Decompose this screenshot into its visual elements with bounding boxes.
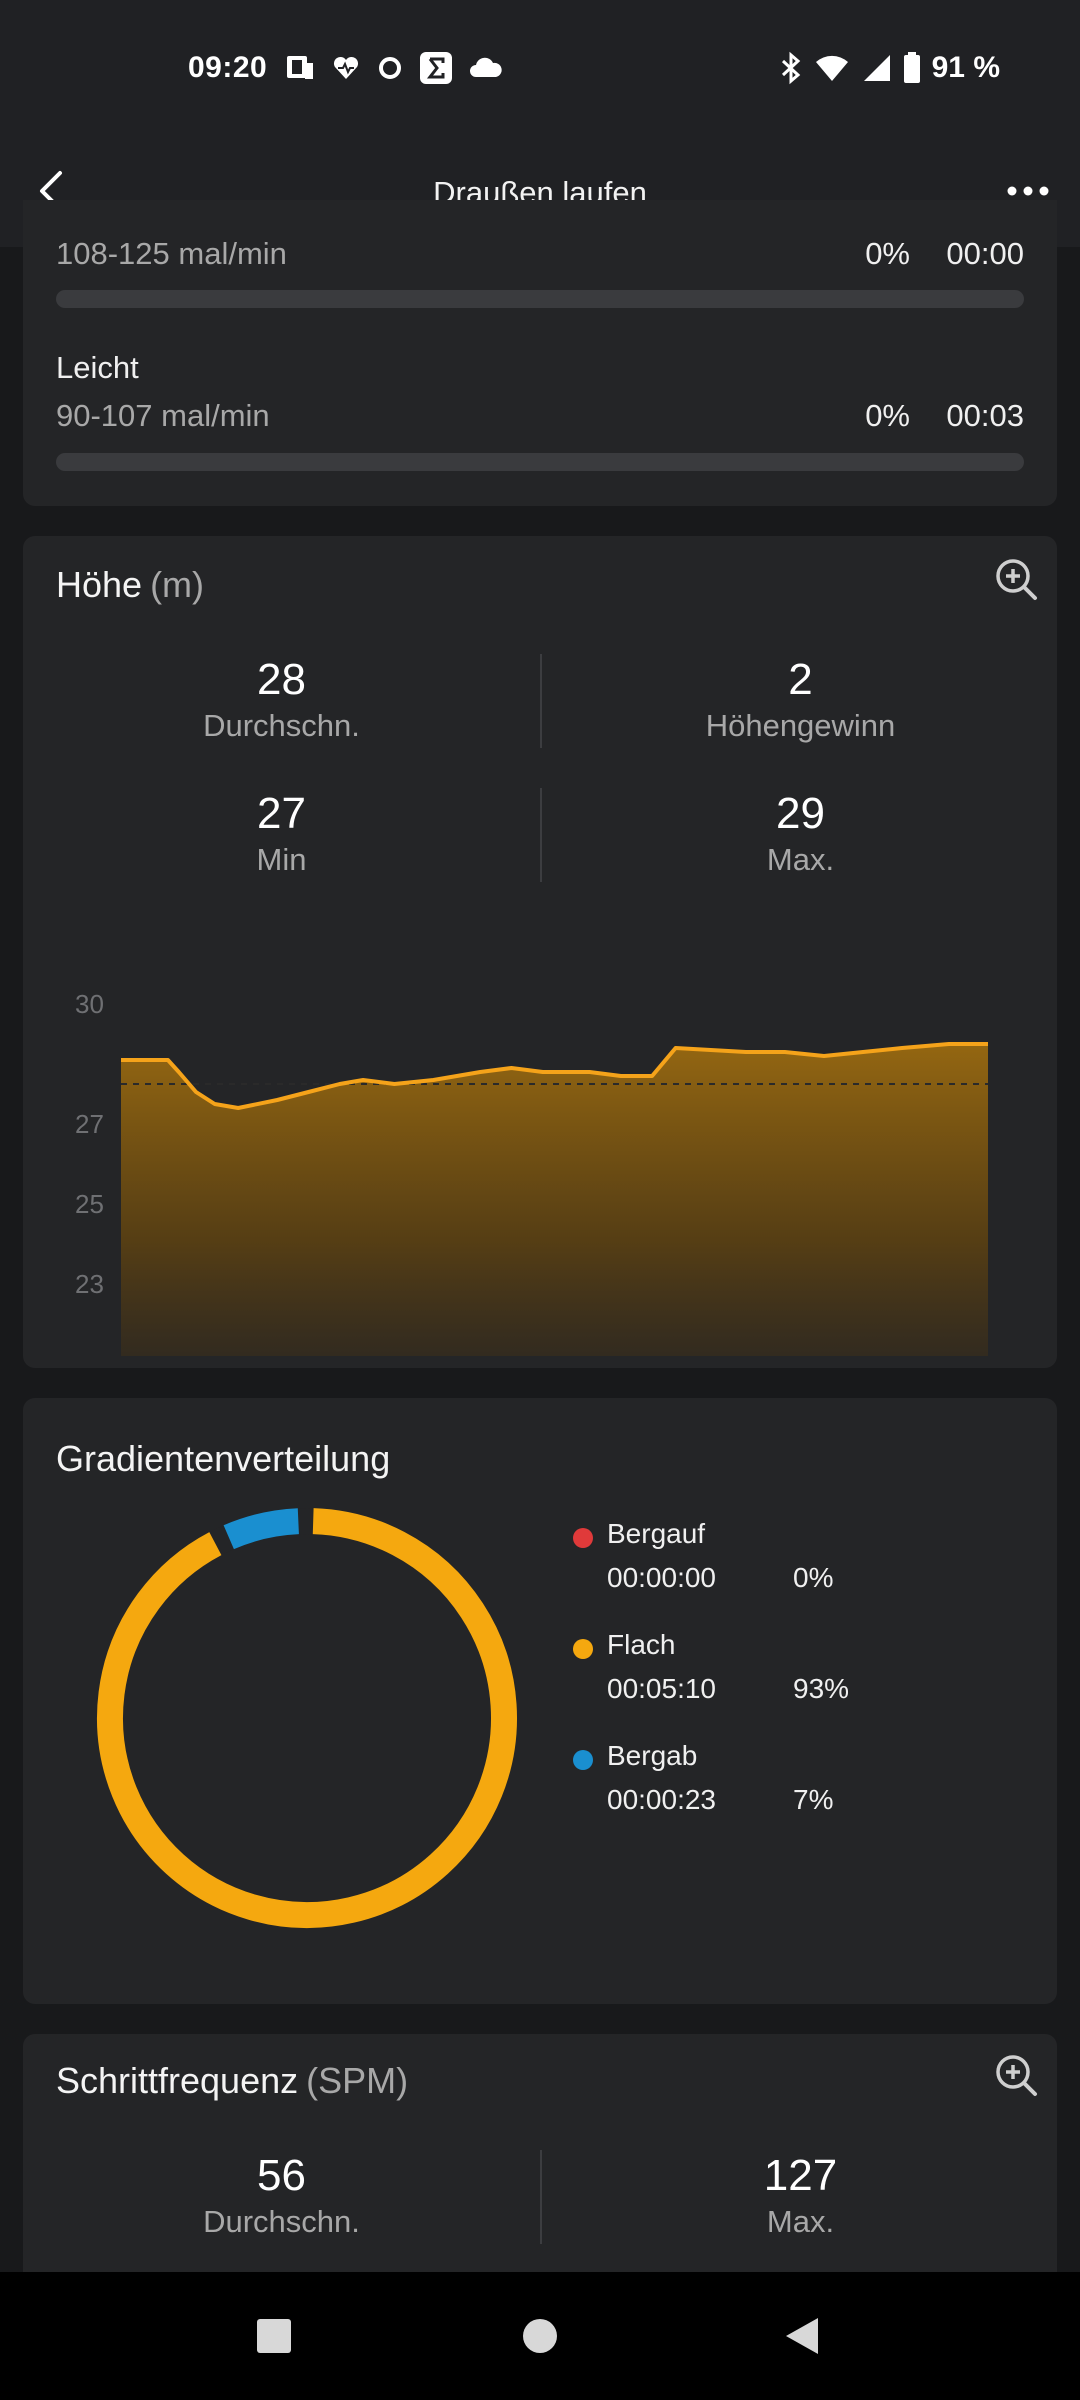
stat-label: Durchschn. xyxy=(203,2204,360,2239)
cadence-unit: (SPM) xyxy=(306,2060,409,2101)
more-horizontal-icon xyxy=(1007,186,1049,196)
y-tick-label: 30 xyxy=(75,989,104,1019)
status-bar: 09:20 91 % xyxy=(0,0,1080,135)
zone-range: 90-107 mal/min xyxy=(56,398,270,433)
bluetooth-icon xyxy=(781,51,800,85)
donut-segment-flach xyxy=(97,1508,517,1928)
y-tick-label: 25 xyxy=(75,1189,104,1219)
altitude-title-text: Höhe xyxy=(56,564,143,605)
stat-average: 56 Durchschn. xyxy=(23,2150,540,2242)
zoom-in-icon xyxy=(996,2055,1037,2096)
legend-percent: 93% xyxy=(793,1673,850,1704)
legend-dot xyxy=(573,1639,593,1659)
battery-percent: 91 % xyxy=(931,51,1000,84)
y-tick-label: 27 xyxy=(75,1109,104,1139)
stat-value: 56 xyxy=(257,2151,306,2200)
stat-divider xyxy=(540,788,542,882)
stat-label: Min xyxy=(256,842,307,877)
stat-average: 28 Durchschn. xyxy=(23,654,540,746)
altitude-zoom-button[interactable] xyxy=(993,556,1041,604)
altitude-title: Höhe (m) xyxy=(56,564,204,606)
zone-duration: 00:03 xyxy=(946,398,1024,433)
zone-label: Leicht xyxy=(56,350,139,385)
zone-percent: 0% xyxy=(865,236,910,271)
stat-max: 29 Max. xyxy=(542,788,1059,880)
zone-progress-bar xyxy=(56,290,1024,308)
status-time: 09:20 xyxy=(188,51,268,84)
sigma-icon xyxy=(420,52,453,84)
cadence-card: Schrittfrequenz (SPM) 56 Durchschn. 127 M… xyxy=(23,2034,1057,2294)
cadence-title: Schrittfrequenz (SPM) xyxy=(56,2060,408,2102)
altitude-line xyxy=(121,1042,988,1110)
cadence-zones-card: 108-125 mal/min 0% 00:00 Leicht 90-107 m… xyxy=(23,200,1057,506)
legend-name: Bergauf xyxy=(607,1518,706,1549)
cadence-title-text: Schrittfrequenz xyxy=(56,2060,299,2101)
device-icon xyxy=(287,56,314,79)
stat-value: 29 xyxy=(776,789,825,838)
status-left: 09:20 xyxy=(188,48,505,88)
y-tick-label: 23 xyxy=(75,1269,104,1299)
signal-icon xyxy=(863,55,890,81)
gradient-card: Gradientenverteilung Bergauf 00:00:00 0%… xyxy=(23,1398,1057,2004)
zone-row: 90-107 mal/min 0% 00:03 xyxy=(56,398,1024,438)
altitude-chart[interactable]: 3027252320 00:0001:2302:4604:0905:33 xyxy=(23,936,1057,1356)
zone-row: Leicht xyxy=(56,350,1024,390)
stat-divider xyxy=(540,2150,542,2244)
gradient-donut-chart[interactable] xyxy=(87,1498,527,1938)
recents-square-icon xyxy=(257,2319,291,2353)
notification-icons xyxy=(283,51,505,85)
heart-icon xyxy=(334,56,359,79)
altitude-unit: (m) xyxy=(150,564,205,605)
stat-value: 127 xyxy=(763,2151,838,2200)
altitude-area xyxy=(121,1044,988,1356)
navigation-bar xyxy=(0,2272,1080,2400)
stat-value: 28 xyxy=(257,655,306,704)
stat-label: Durchschn. xyxy=(203,708,360,743)
home-circle-icon xyxy=(523,2319,557,2353)
status-right: 91 % xyxy=(778,48,1000,88)
stat-divider xyxy=(540,654,542,748)
home-button[interactable] xyxy=(510,2306,570,2366)
stat-label: Max. xyxy=(766,2204,835,2239)
legend-percent: 7% xyxy=(793,1784,834,1815)
legend-dot xyxy=(573,1750,593,1770)
back-triangle-icon xyxy=(786,2318,818,2354)
zoom-in-icon xyxy=(996,559,1037,600)
legend-time: 00:05:10 xyxy=(607,1673,716,1704)
stat-min: 27 Min xyxy=(23,788,540,880)
legend-percent: 0% xyxy=(793,1562,834,1593)
zone-percent: 0% xyxy=(865,398,910,433)
more-button[interactable] xyxy=(996,163,1060,219)
stat-value: 2 xyxy=(788,655,813,704)
wifi-icon xyxy=(815,55,848,81)
legend-dot xyxy=(573,1528,593,1548)
circle-icon xyxy=(379,57,402,79)
stat-elevation-gain: 2 Höhengewinn xyxy=(542,654,1059,746)
cloud-icon xyxy=(470,57,502,77)
stat-max: 127 Max. xyxy=(542,2150,1059,2242)
legend-name: Bergab xyxy=(607,1740,698,1771)
cadence-zoom-button[interactable] xyxy=(993,2052,1041,2100)
stat-value: 27 xyxy=(257,789,306,838)
zone-row: 108-125 mal/min 0% 00:00 xyxy=(56,236,1024,276)
back-nav-button[interactable] xyxy=(772,2306,832,2366)
recents-button[interactable] xyxy=(244,2306,304,2366)
stat-label: Max. xyxy=(766,842,835,877)
legend-name: Flach xyxy=(607,1629,676,1660)
legend-time: 00:00:00 xyxy=(607,1562,716,1593)
gradient-title: Gradientenverteilung xyxy=(56,1438,391,1479)
altitude-card: Höhe (m) 28 Durchschn. 2 Höhengewinn 27 M… xyxy=(23,536,1057,1368)
zone-progress-bar xyxy=(56,453,1024,471)
stat-label: Höhengewinn xyxy=(705,708,896,743)
donut-segment-bergab xyxy=(223,1508,300,1550)
battery-icon xyxy=(903,52,920,83)
zone-range: 108-125 mal/min xyxy=(56,236,287,271)
legend-time: 00:00:23 xyxy=(607,1784,716,1815)
zone-duration: 00:00 xyxy=(946,236,1024,271)
